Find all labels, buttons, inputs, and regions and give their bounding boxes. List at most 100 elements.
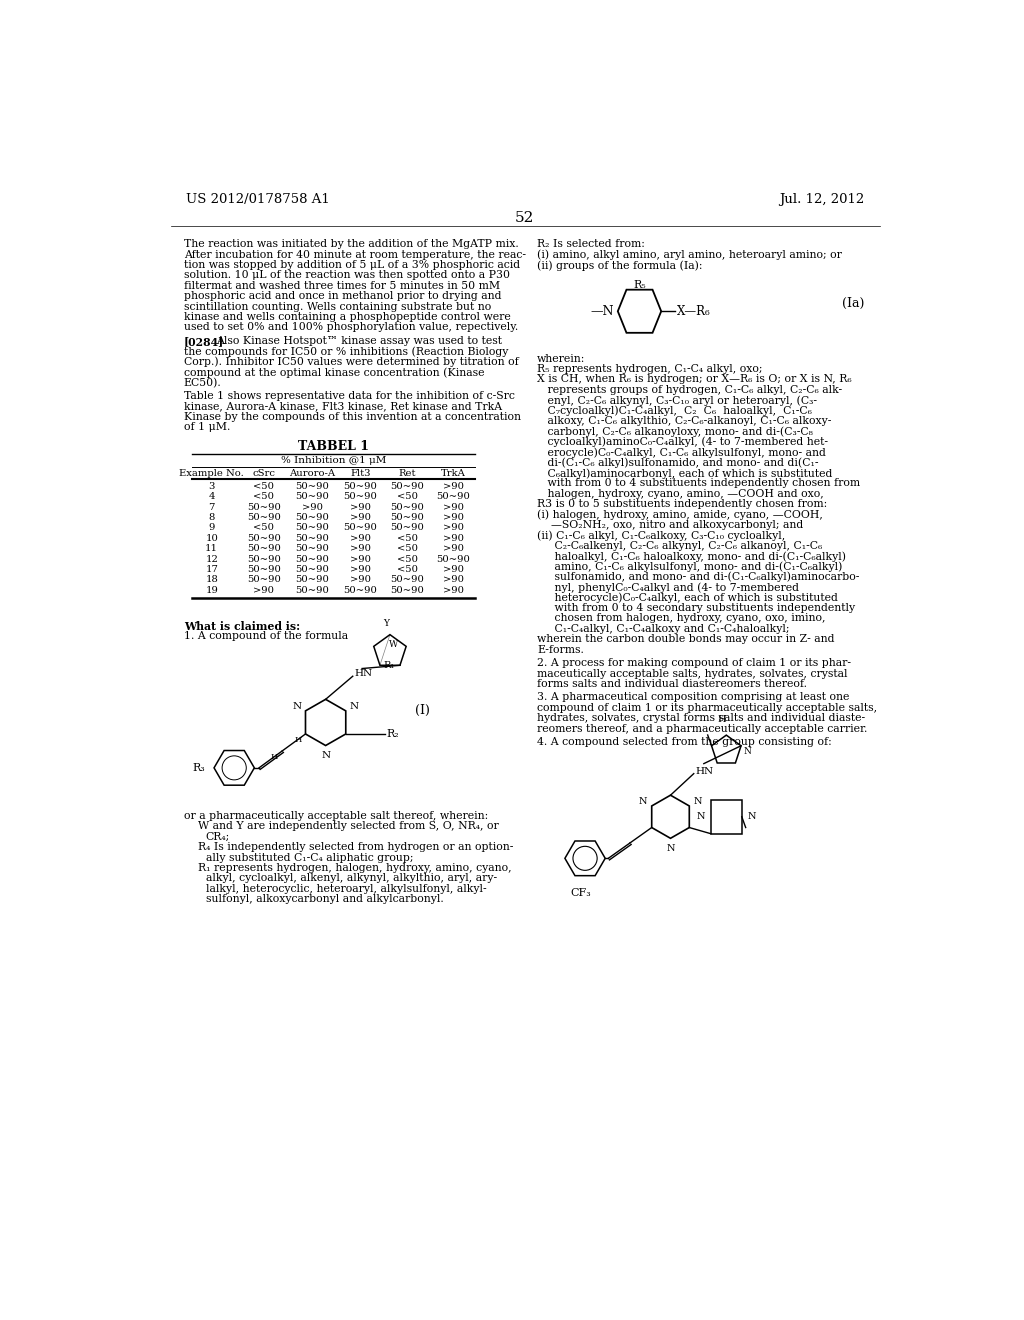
Text: <50: <50 [396,554,418,564]
Text: R₅ represents hydrogen, C₁-C₄ alkyl, oxo;: R₅ represents hydrogen, C₁-C₄ alkyl, oxo… [538,364,763,374]
Text: N: N [667,843,675,853]
Text: nyl, phenylC₀-C₄alkyl and (4- to 7-membered: nyl, phenylC₀-C₄alkyl and (4- to 7-membe… [538,582,799,593]
Text: H: H [270,754,278,762]
Text: The reaction was initiated by the addition of the MgATP mix.: The reaction was initiated by the additi… [183,239,518,249]
Text: 8: 8 [209,513,215,521]
Text: <50: <50 [253,524,274,532]
Text: 19: 19 [205,586,218,595]
Text: >90: >90 [350,513,371,521]
Text: halogen, hydroxy, cyano, amino, —COOH and oxo,: halogen, hydroxy, cyano, amino, —COOH an… [538,488,824,499]
Text: 3. A pharmaceutical composition comprising at least one: 3. A pharmaceutical composition comprisi… [538,693,850,702]
Text: >90: >90 [443,533,464,543]
Text: R3 is 0 to 5 substituents independently chosen from:: R3 is 0 to 5 substituents independently … [538,499,827,510]
Text: (i) amino, alkyl amino, aryl amino, heteroaryl amino; or: (i) amino, alkyl amino, aryl amino, hete… [538,249,842,260]
Text: X is CH, when R₆ is hydrogen; or X—R₆ is O; or X is N, R₆: X is CH, when R₆ is hydrogen; or X—R₆ is… [538,375,852,384]
Text: R₄ Is independently selected from hydrogen or an option-: R₄ Is independently selected from hydrog… [198,842,513,853]
Text: N: N [693,796,702,805]
Text: <50: <50 [396,492,418,502]
Text: 50~90: 50~90 [247,565,281,574]
Text: 50~90: 50~90 [247,554,281,564]
Text: 50~90: 50~90 [296,544,330,553]
Text: Ret: Ret [398,469,416,478]
Text: Table 1 shows representative data for the inhibition of c-Src: Table 1 shows representative data for th… [183,391,515,401]
Text: >90: >90 [443,513,464,521]
Text: used to set 0% and 100% phosphorylation value, repectively.: used to set 0% and 100% phosphorylation … [183,322,518,333]
Text: kinase and wells containing a phosphopeptide control were: kinase and wells containing a phosphopep… [183,312,511,322]
Text: 50~90: 50~90 [390,482,424,491]
Text: cSrc: cSrc [252,469,275,478]
Text: or a pharmaceutically acceptable salt thereof, wherein:: or a pharmaceutically acceptable salt th… [183,810,488,821]
Text: forms salts and individual diastereomers thereof.: forms salts and individual diastereomers… [538,678,807,689]
Text: —N: —N [591,305,614,318]
Text: 17: 17 [205,565,218,574]
Text: US 2012/0178758 A1: US 2012/0178758 A1 [186,193,330,206]
Text: amino, C₁-C₆ alkylsulfonyl, mono- and di-(C₁-C₆alkyl): amino, C₁-C₆ alkylsulfonyl, mono- and di… [538,561,843,572]
Text: sulfonyl, alkoxycarbonyl and alkylcarbonyl.: sulfonyl, alkoxycarbonyl and alkylcarbon… [206,894,443,904]
Text: 50~90: 50~90 [247,533,281,543]
Text: >90: >90 [350,533,371,543]
Text: [0284]: [0284] [183,335,224,347]
Text: C₁-C₄alkyl, C₁-C₄alkoxy and C₁-C₄haloalkyl;: C₁-C₄alkyl, C₁-C₄alkoxy and C₁-C₄haloalk… [538,624,790,634]
Text: H: H [718,714,726,723]
Text: wherein the carbon double bonds may occur in Z- and: wherein the carbon double bonds may occu… [538,635,835,644]
Text: 50~90: 50~90 [390,586,424,595]
Text: W and Y are independently selected from S, O, NR₄, or: W and Y are independently selected from … [198,821,499,832]
Text: filtermat and washed three times for 5 minutes in 50 mM: filtermat and washed three times for 5 m… [183,281,500,290]
Text: 10: 10 [205,533,218,543]
Text: Y: Y [383,619,389,628]
Text: reomers thereof, and a pharmaceutically acceptable carrier.: reomers thereof, and a pharmaceutically … [538,723,867,734]
Text: 50~90: 50~90 [296,492,330,502]
Text: HN: HN [354,669,373,677]
Text: 18: 18 [205,576,218,585]
Text: tion was stopped by addition of 5 μL of a 3% phosphoric acid: tion was stopped by addition of 5 μL of … [183,260,520,271]
Text: >90: >90 [350,565,371,574]
Text: 50~90: 50~90 [296,533,330,543]
Text: erocycle)C₀-C₄alkyl, C₁-C₆ alkylsulfonyl, mono- and: erocycle)C₀-C₄alkyl, C₁-C₆ alkylsulfonyl… [538,447,826,458]
Text: After incubation for 40 minute at room temperature, the reac-: After incubation for 40 minute at room t… [183,249,525,260]
Text: >90: >90 [443,524,464,532]
Text: <50: <50 [253,482,274,491]
Text: 50~90: 50~90 [436,554,470,564]
Text: wherein:: wherein: [538,354,586,363]
Text: 3: 3 [209,482,215,491]
Text: N: N [639,796,647,805]
Text: W: W [389,640,398,649]
Text: 50~90: 50~90 [390,524,424,532]
Text: 50~90: 50~90 [390,503,424,512]
Text: enyl, C₂-C₆ alkynyl, C₃-C₁₀ aryl or heteroaryl, (C₃-: enyl, C₂-C₆ alkynyl, C₃-C₁₀ aryl or hete… [538,395,817,405]
Text: 2. A process for making compound of claim 1 or its phar-: 2. A process for making compound of clai… [538,659,851,668]
Text: 50~90: 50~90 [296,482,330,491]
Text: 50~90: 50~90 [296,524,330,532]
Text: 50~90: 50~90 [247,544,281,553]
Text: cycloalkyl)aminoC₀-C₄alkyl, (4- to 7-membered het-: cycloalkyl)aminoC₀-C₄alkyl, (4- to 7-mem… [538,437,828,447]
Text: sulfonamido, and mono- and di-(C₁-C₆alkyl)aminocarbo-: sulfonamido, and mono- and di-(C₁-C₆alky… [538,572,859,582]
Text: >90: >90 [350,544,371,553]
Text: <50: <50 [253,492,274,502]
Text: 50~90: 50~90 [344,586,378,595]
Text: >90: >90 [443,544,464,553]
Text: <50: <50 [396,533,418,543]
Text: maceutically acceptable salts, hydrates, solvates, crystal: maceutically acceptable salts, hydrates,… [538,668,848,678]
Text: Example No.: Example No. [179,469,244,478]
Text: N: N [748,812,757,821]
Text: >90: >90 [350,576,371,585]
Text: 52: 52 [515,211,535,224]
Text: 50~90: 50~90 [436,492,470,502]
Text: (Ia): (Ia) [842,297,864,310]
Text: N: N [696,812,705,821]
Text: CF₃: CF₃ [570,887,592,898]
Text: N: N [322,751,330,760]
Text: chosen from halogen, hydroxy, cyano, oxo, imino,: chosen from halogen, hydroxy, cyano, oxo… [538,614,825,623]
Text: N: N [743,747,752,756]
Text: phosphoric acid and once in methanol prior to drying and: phosphoric acid and once in methanol pri… [183,292,502,301]
Text: N: N [349,701,358,710]
Text: 50~90: 50~90 [390,576,424,585]
Text: 50~90: 50~90 [296,513,330,521]
Text: >90: >90 [443,576,464,585]
Text: TrkA: TrkA [441,469,466,478]
Text: 50~90: 50~90 [344,492,378,502]
Text: —SO₂NH₂, oxo, nitro and alkoxycarbonyl; and: —SO₂NH₂, oxo, nitro and alkoxycarbonyl; … [538,520,804,529]
Text: EC50).: EC50). [183,378,221,388]
Text: 50~90: 50~90 [247,503,281,512]
Text: Flt3: Flt3 [350,469,371,478]
